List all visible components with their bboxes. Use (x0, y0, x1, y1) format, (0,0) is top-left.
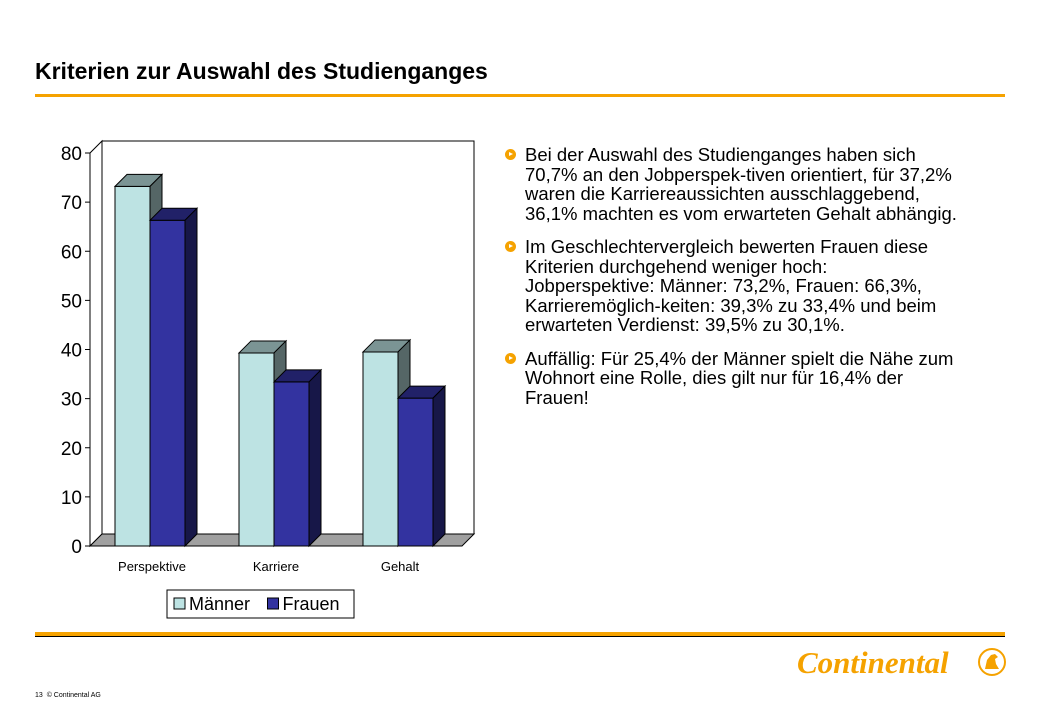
legend-swatch (267, 597, 279, 610)
legend-label: Männer (189, 594, 250, 614)
bullet-item: Im Geschlechtervergleich bewerten Frauen… (505, 237, 960, 335)
horse-emblem-icon (978, 648, 1006, 676)
y-tick-label: 50 (61, 291, 82, 312)
page-number: 13 (35, 692, 43, 699)
arrow-bullet-icon (505, 352, 516, 364)
logo-wordmark: Continental (797, 645, 949, 680)
footer-rule-line (35, 636, 1005, 637)
continental-logo: Continental (797, 645, 1006, 680)
title-underline (35, 94, 1005, 97)
y-tick-label: 40 (61, 341, 82, 362)
bar-side-frauen (184, 207, 198, 548)
bullet-item: Bei der Auswahl des Studienganges haben … (505, 145, 960, 223)
bar-side-frauen (432, 384, 446, 548)
y-tick-label: 30 (61, 390, 82, 411)
y-tick-label: 80 (61, 144, 82, 165)
footer-rule (35, 632, 1005, 636)
bullet-text: Auffällig: Für 25,4% der Männer spielt d… (525, 347, 954, 408)
arrow-bullet-icon (505, 241, 516, 252)
bar-frauen (397, 397, 434, 547)
y-tick-label: 20 (61, 439, 82, 460)
legend-box (166, 589, 355, 619)
bar-chart: 0 10 20 30 40 50 60 70 80 Perspektive Karriere Geha… (61, 139, 476, 619)
bullet-list: Bei der Auswahl des Studienganges haben … (505, 145, 960, 421)
chart-side-wall (89, 139, 103, 548)
bar-frauen (273, 381, 310, 547)
legend-swatch (173, 597, 186, 610)
bullet-text: Bei der Auswahl des Studienganges haben … (525, 144, 957, 224)
y-tick-label: 70 (61, 193, 82, 214)
copyright: © Continental AG (46, 692, 101, 699)
bullet-text: Im Geschlechtervergleich bewerten Frauen… (525, 236, 937, 335)
bar-männer (114, 185, 151, 547)
x-tick-label: Gehalt (381, 559, 420, 574)
bar-side-frauen (308, 368, 322, 548)
footer: 13 © Continental AG (35, 692, 101, 699)
page-title: Kriterien zur Auswahl des Studienganges (35, 58, 488, 84)
bar-männer (362, 351, 399, 547)
bar-männer (238, 352, 275, 547)
y-tick-label: 10 (61, 488, 82, 509)
legend-label: Frauen (283, 594, 340, 614)
y-tick-label: 60 (61, 242, 82, 263)
bar-frauen (149, 219, 186, 547)
arrow-bullet-icon (505, 149, 516, 160)
x-tick-label: Perspektive (118, 559, 186, 574)
bullet-item: Auffällig: Für 25,4% der Männer spielt d… (505, 347, 960, 408)
y-tick-label: 0 (71, 537, 82, 558)
x-tick-label: Karriere (253, 559, 299, 574)
